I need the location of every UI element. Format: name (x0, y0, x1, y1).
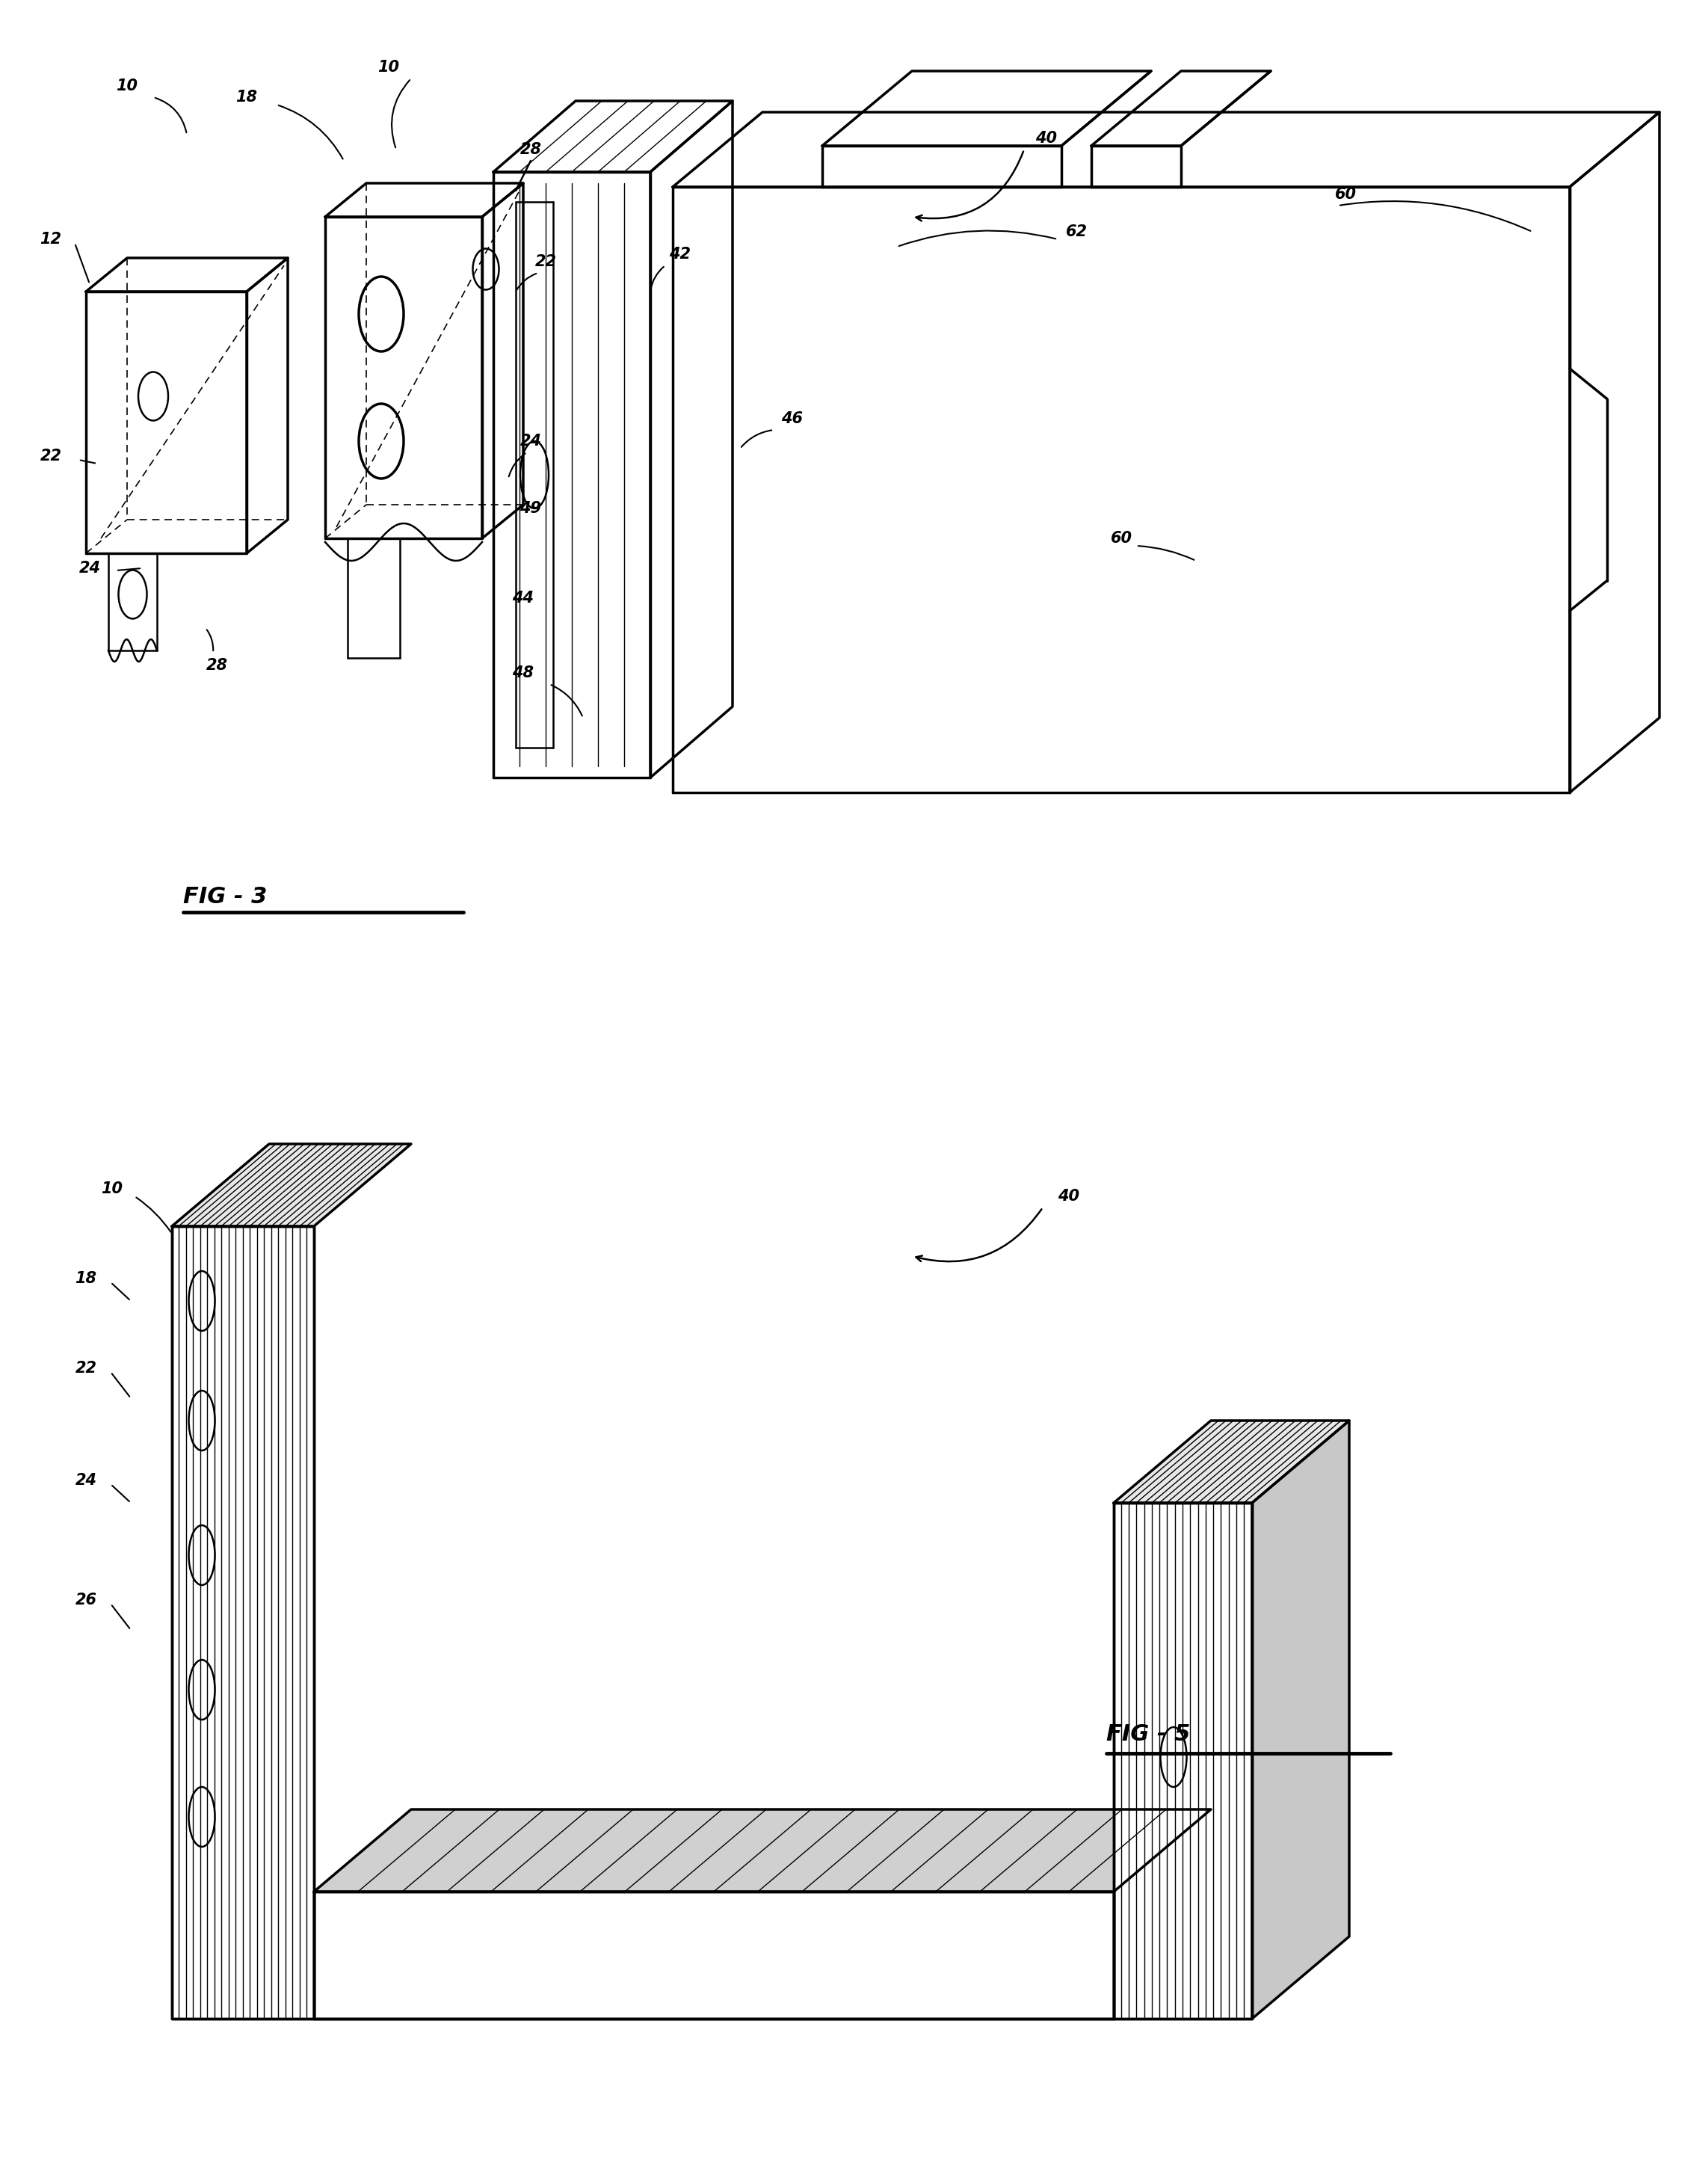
Text: 26: 26 (75, 1592, 97, 1607)
Text: 22: 22 (535, 255, 557, 270)
Polygon shape (1114, 1420, 1349, 1503)
Text: 18: 18 (236, 89, 258, 105)
Polygon shape (314, 1893, 1114, 2019)
Text: 18: 18 (75, 1272, 97, 1285)
Ellipse shape (190, 1660, 215, 1721)
Polygon shape (1252, 1420, 1349, 2019)
Text: 44: 44 (512, 590, 535, 605)
Ellipse shape (190, 1525, 215, 1586)
Text: 49: 49 (519, 501, 541, 516)
Text: FIG - 5: FIG - 5 (1107, 1723, 1190, 1745)
Polygon shape (173, 1226, 314, 2019)
Ellipse shape (190, 1392, 215, 1451)
Text: 46: 46 (782, 412, 803, 427)
Text: 24: 24 (75, 1472, 97, 1488)
Polygon shape (314, 1810, 1211, 1893)
Text: 12: 12 (39, 231, 61, 246)
Text: 42: 42 (670, 246, 692, 261)
Polygon shape (173, 1143, 412, 1226)
Text: 10: 10 (116, 78, 138, 94)
Text: 24: 24 (519, 433, 541, 449)
Text: 22: 22 (75, 1361, 97, 1376)
Text: FIG - 3: FIG - 3 (183, 886, 266, 908)
Ellipse shape (1160, 1727, 1187, 1786)
Text: 28: 28 (207, 658, 227, 673)
Text: 40: 40 (1035, 131, 1057, 146)
Text: 24: 24 (79, 560, 101, 575)
Text: 10: 10 (377, 59, 400, 74)
Text: 60: 60 (1110, 531, 1132, 547)
Text: 60: 60 (1334, 187, 1356, 203)
Ellipse shape (190, 1786, 215, 1847)
Text: 62: 62 (1066, 224, 1088, 240)
Text: 40: 40 (1057, 1189, 1079, 1204)
Polygon shape (1114, 1503, 1252, 2019)
Text: 10: 10 (101, 1180, 123, 1196)
Text: 28: 28 (519, 142, 541, 157)
Ellipse shape (190, 1272, 215, 1331)
Text: 22: 22 (39, 449, 61, 464)
Text: 48: 48 (512, 666, 535, 680)
